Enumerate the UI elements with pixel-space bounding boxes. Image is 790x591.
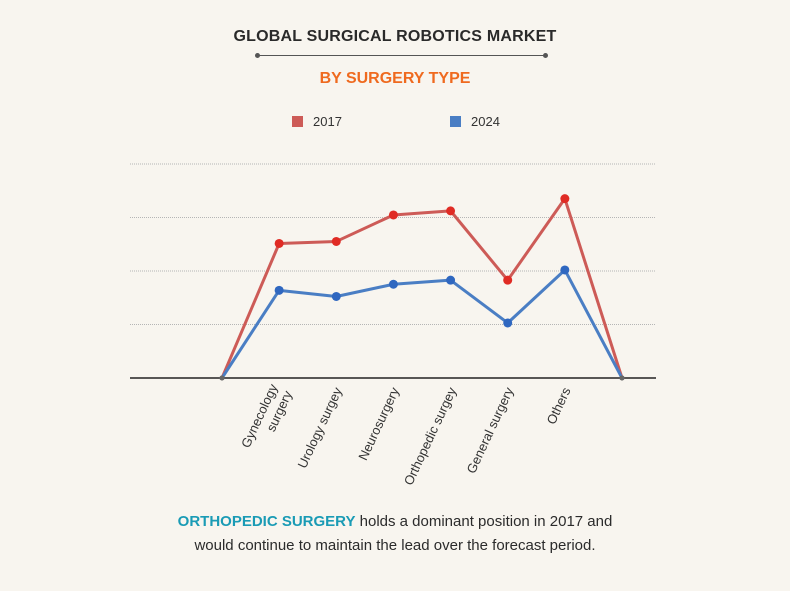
caption-highlight: ORTHOPEDIC SURGERY: [177, 513, 356, 530]
series-line-2017: [220, 197, 624, 379]
x-tick-label-6: Others: [543, 384, 573, 426]
title-divider-dot-left: [255, 53, 260, 58]
data-point-2017-2: [331, 236, 341, 246]
x-tick-label-4: Orthopedic surgey: [401, 384, 460, 487]
data-point-2024-3: [388, 279, 398, 289]
legend-swatch-2017: [292, 116, 303, 127]
data-point-2024-7: [619, 375, 625, 381]
data-point-2024-1: [274, 285, 284, 295]
x-tick-label-5: General surgery: [463, 384, 516, 475]
line-chart: Gynecologysurgery Urology surgey Neurosurg…: [130, 163, 656, 488]
legend-item-2024: 2024: [450, 114, 500, 129]
data-point-2024-0: [219, 375, 225, 381]
legend-label-2017: 2017: [313, 114, 342, 129]
x-tick-label-1: Gynecologysurgery: [238, 381, 295, 457]
data-point-2024-5: [503, 318, 513, 328]
data-point-2017-6: [560, 194, 570, 204]
caption-line2: would continue to maintain the lead over…: [194, 537, 596, 554]
data-point-2017-1: [274, 238, 284, 248]
x-tick-label-2: Urology surgey: [294, 384, 345, 470]
data-point-2017-5: [503, 275, 513, 285]
data-point-2017-4: [446, 206, 456, 216]
data-point-2024-2: [331, 291, 341, 301]
legend-label-2024: 2024: [471, 114, 500, 129]
data-point-2024-4: [446, 275, 456, 285]
caption: ORTHOPEDIC SURGERY holds a dominant posi…: [0, 510, 790, 558]
data-point-2017-3: [388, 210, 398, 220]
legend-item-2017: 2017: [292, 114, 342, 129]
title-divider: [258, 55, 546, 56]
title-divider-dot-right: [543, 53, 548, 58]
x-tick-label-3: Neurosurgery: [355, 384, 402, 462]
series-line-2024: [220, 268, 624, 379]
chart-subtitle: BY SURGERY TYPE: [319, 70, 471, 87]
data-point-2024-6: [560, 265, 570, 275]
legend-swatch-2024: [450, 116, 461, 127]
chart-title: GLOBAL SURGICAL ROBOTICS MARKET: [233, 28, 557, 45]
caption-line1: holds a dominant position in 2017 and: [355, 513, 613, 530]
